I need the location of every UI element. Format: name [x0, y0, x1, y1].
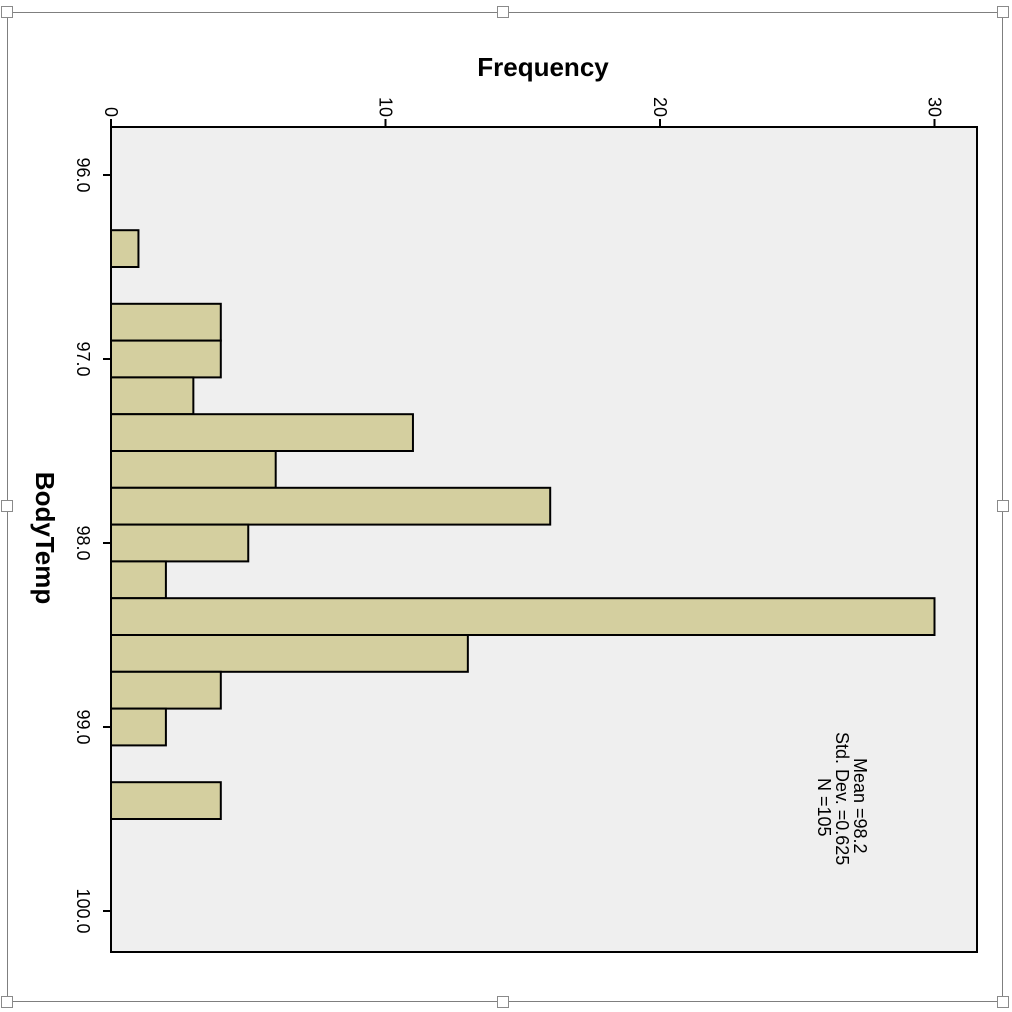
histogram-bar	[110, 670, 222, 710]
resize-handle-middle-left[interactable]	[1, 500, 13, 512]
stat-mean: Mean =98.2	[850, 758, 870, 854]
x-tick-label: 98.0	[73, 525, 93, 560]
resize-handle-top-center[interactable]	[497, 6, 509, 18]
y-axis-title: Frequency	[477, 52, 609, 82]
resize-handle-middle-right[interactable]	[997, 500, 1009, 512]
histogram-bar	[110, 781, 222, 821]
x-tick-label: 96.0	[73, 157, 93, 192]
histogram-bar	[110, 450, 277, 489]
y-tick-label: 0	[101, 107, 121, 117]
stat-std-dev: Std. Dev. =0.625	[832, 732, 852, 865]
plot-area	[110, 126, 978, 953]
histogram-bar	[110, 560, 167, 600]
stats-box: Mean =98.2 Std. Dev. =0.625 N =105	[814, 732, 870, 865]
histogram-bar	[110, 339, 222, 379]
resize-handle-bottom-left[interactable]	[1, 996, 13, 1008]
y-tick-label: 30	[925, 97, 945, 117]
histogram-bar	[110, 597, 936, 637]
y-tick-label: 20	[650, 97, 670, 117]
histogram-bar	[110, 302, 222, 342]
resize-handle-bottom-right[interactable]	[997, 996, 1009, 1008]
x-axis-title: BodyTemp	[30, 472, 60, 604]
histogram-bar	[110, 707, 167, 747]
x-tick-label: 97.0	[73, 341, 93, 376]
histogram-bar	[110, 634, 469, 673]
histogram-bar	[110, 486, 552, 526]
x-tick-label: 100.0	[73, 888, 93, 933]
histogram-bar	[110, 229, 140, 268]
histogram-bar	[110, 523, 250, 563]
resize-handle-top-left[interactable]	[1, 6, 13, 18]
resize-handle-bottom-center[interactable]	[497, 996, 509, 1008]
histogram-bar	[110, 413, 414, 453]
histogram-bar	[110, 376, 195, 416]
stat-n: N =105	[814, 778, 834, 837]
resize-handle-top-right[interactable]	[997, 6, 1009, 18]
x-tick-label: 99.0	[73, 709, 93, 744]
y-tick-label: 10	[376, 97, 396, 117]
